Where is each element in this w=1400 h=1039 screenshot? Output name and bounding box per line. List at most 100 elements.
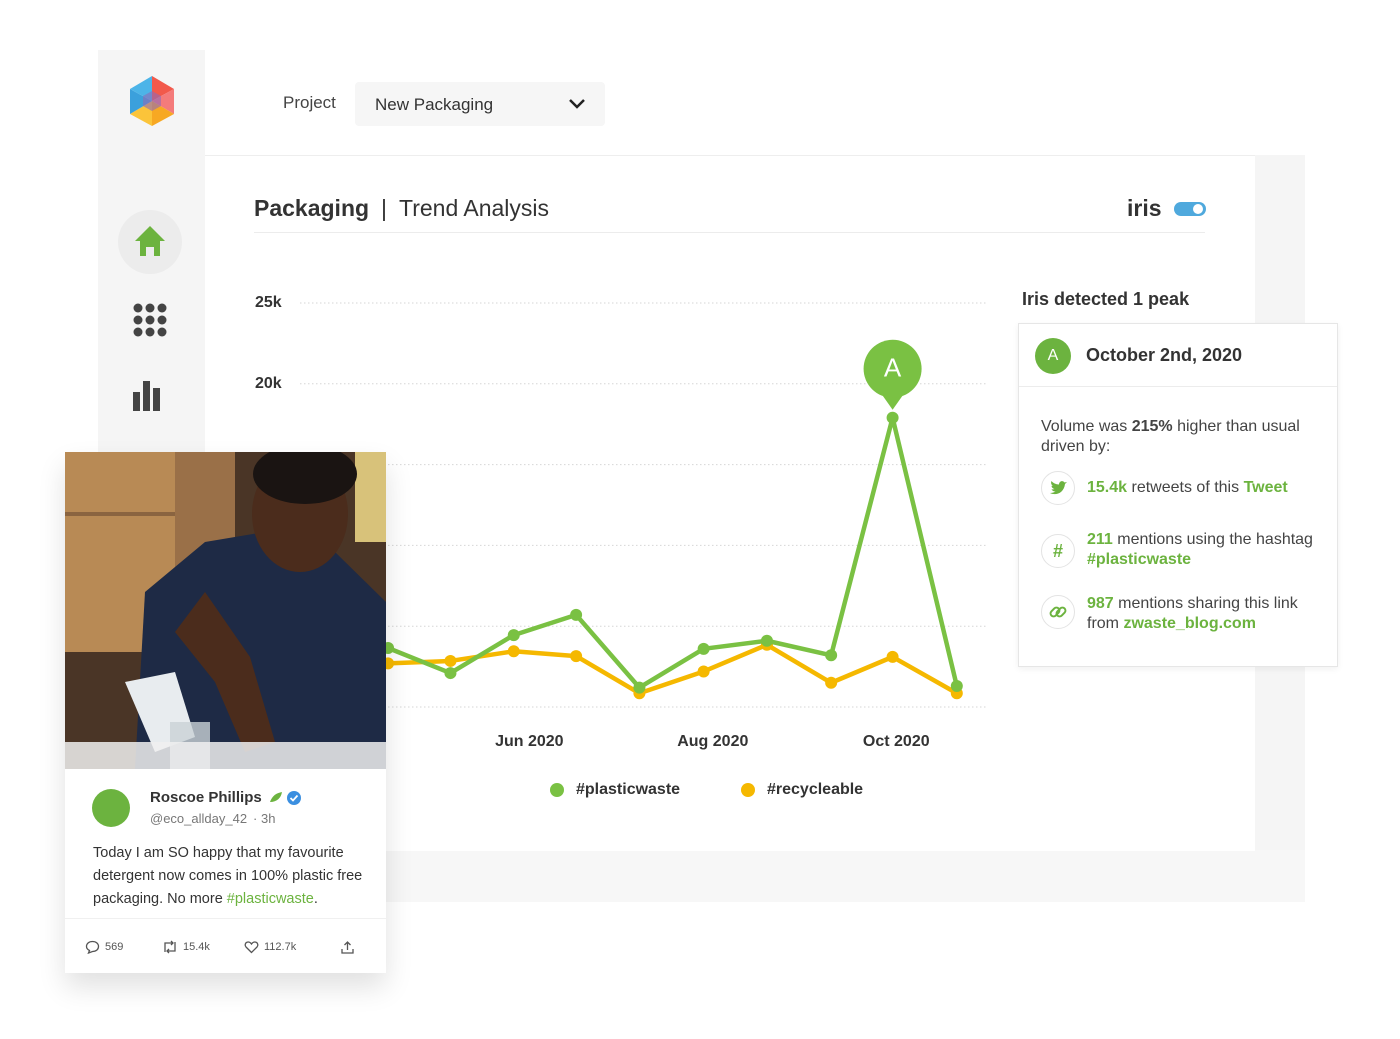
verified-check [289,794,298,802]
insight-card: A October 2nd, 2020 Volume was 215% high… [1018,323,1338,667]
project-dropdown[interactable]: New Packaging [355,82,605,126]
retweet-count: 15.4k [183,941,210,953]
reply-icon [85,940,100,954]
sidebar-icons [118,76,182,411]
photo-counter [65,742,386,769]
iris-toggle[interactable] [1174,202,1206,216]
bar-icon [143,381,150,411]
twitter-icon [1041,471,1075,505]
link-icon [1041,595,1075,629]
chevron [569,99,585,109]
logo-part [152,89,174,114]
leaf-badge [269,791,282,802]
home-icon [135,226,165,256]
photo-shelf [355,452,386,542]
retweet-action[interactable]: 15.4k [162,940,210,954]
retweet-icon [164,940,176,954]
reports-button[interactable] [133,381,160,411]
summary-value: 215% [1131,418,1173,435]
tweet-meta: @eco_allday_42 · 3h [150,811,275,826]
insight-item: 987 mentions sharing this link from zwas… [1087,594,1322,634]
logo[interactable] [130,76,174,126]
insight-title: Iris detected 1 peak [1022,289,1190,309]
item-link[interactable]: #plasticwaste [1087,551,1192,568]
home-button[interactable] [118,210,182,274]
share-path [341,941,354,954]
dot [157,327,167,337]
tweet-author: Roscoe Phillips [150,789,302,806]
like-path [244,941,259,954]
hashtag-icon: # [1041,534,1075,568]
item-text: mentions sharing this link from [1087,595,1298,632]
header-rule [254,232,1205,233]
tweet-end: . [313,891,318,907]
dot [145,303,155,313]
panel-title: Packaging | Trend Analysis [254,195,549,222]
insight-header: A October 2nd, 2020 [1019,324,1337,387]
photo-edge [65,512,175,516]
insight-summary: Volume was 215% higher than usual driven… [1041,417,1311,457]
link-glyph [1049,606,1067,618]
author-name[interactable]: Roscoe Phillips [150,789,262,806]
reply-action[interactable]: 569 [85,940,123,954]
avatar[interactable] [92,789,130,827]
badges [269,790,301,805]
insight-item: 15.4k retweets of this Tweet [1087,478,1322,498]
photo-arm [175,592,275,752]
title: Packaging [254,195,370,221]
like-count: 112.7k [264,941,297,953]
reply-count: 569 [105,941,124,953]
link-ring [1055,606,1067,618]
project-value: New Packaging [375,95,494,114]
chevron-line [569,99,585,109]
summary-text: Volume was [1041,418,1128,435]
time: · 3h [253,811,276,826]
dot [145,327,155,337]
tweet-divider [65,918,386,919]
item-value: 211 [1087,531,1113,548]
like-action[interactable]: 112.7k [244,940,296,954]
subtitle: Trend Analysis [399,195,550,221]
photo-shirt [135,532,386,769]
item-value: 987 [1087,595,1114,612]
toggle-label: iris [1127,195,1162,221]
dot [157,315,167,325]
item-text: mentions using the hashtag [1117,531,1313,548]
tweet-hashtag[interactable]: #plasticwaste [226,891,314,907]
tweet-photo [65,452,386,769]
share-icon [341,941,354,954]
item-link[interactable]: Tweet [1243,479,1288,496]
like-icon [244,941,259,954]
bottom-band [386,850,1305,902]
tweet-body: Today I am SO happy that my favourite de… [93,845,363,907]
tweet-text: Today I am SO happy that my favourite de… [93,842,365,911]
photo-hair [253,452,357,504]
dot [133,315,143,325]
logo-core [143,91,161,111]
bar-icon [133,392,140,411]
insight-item: 211 mentions using the hashtag #plasticw… [1087,530,1322,570]
share-action[interactable] [340,940,355,955]
bar-icon [153,388,160,411]
dot [133,327,143,337]
reply-path [85,940,100,954]
verified-badge [286,790,301,805]
dot [133,303,143,313]
twitter-path [1050,481,1067,495]
peak-date: October 2nd, 2020 [1086,345,1243,365]
tweet-card: Roscoe Phillips @eco_allday_42 · 3h Toda… [65,452,386,973]
dot [145,315,155,325]
item-value: 15.4k [1087,479,1128,496]
dot [157,303,167,313]
item-text: retweets of this [1131,479,1240,496]
separator: | [381,195,388,221]
logo-part [130,89,152,114]
handle: @eco_allday_42 [150,811,248,826]
apps-button[interactable] [133,303,167,337]
item-link[interactable]: zwaste_blog.com [1123,615,1256,632]
project-label: Project [283,93,336,112]
twitter-glyph [1050,481,1067,495]
toggle-knob [1193,204,1203,214]
